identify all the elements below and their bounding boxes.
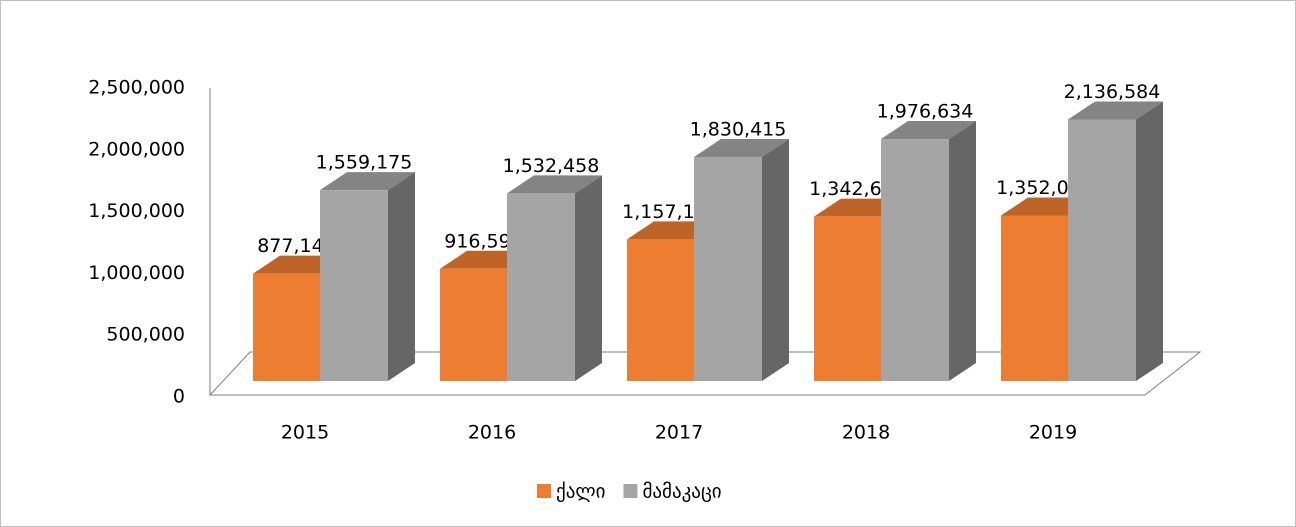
x-tick-label: 2019: [1029, 422, 1077, 444]
bar-side: [388, 172, 415, 381]
x-tick-label: 2017: [655, 422, 703, 444]
y-tick-label: 1,500,000: [88, 200, 185, 222]
bar-side: [575, 175, 602, 381]
x-tick-label: 2016: [468, 422, 516, 444]
bar-side: [949, 121, 976, 381]
bar: [320, 172, 415, 381]
bar-top: [694, 138, 789, 157]
bar-top: [881, 121, 976, 140]
bar: [1068, 101, 1163, 381]
bar-top: [1068, 101, 1163, 120]
y-tick-label: 500,000: [106, 324, 185, 346]
bar-side: [762, 138, 789, 381]
bar-front: [694, 156, 762, 381]
bar-side: [1136, 101, 1163, 381]
bar-front: [440, 268, 507, 381]
y-tick-label: 2,000,000: [88, 138, 185, 160]
data-label: 1,559,175: [316, 152, 413, 174]
bar-front: [320, 190, 388, 381]
legend-swatch: [537, 484, 551, 498]
bar: [881, 121, 976, 381]
floor: [208, 351, 1202, 396]
legend-swatch: [623, 484, 638, 498]
bar-front: [507, 193, 575, 381]
bar-front: [881, 139, 949, 381]
legend-label: მამაკაცი: [642, 481, 721, 503]
bar-top: [320, 172, 415, 191]
bar-front: [253, 273, 320, 381]
bar-front: [1068, 119, 1136, 381]
bar: [694, 138, 789, 381]
bar: [507, 175, 602, 381]
y-tick-label: 1,000,000: [88, 262, 185, 284]
data-label: 1,830,415: [690, 118, 787, 140]
x-tick-label: 2015: [281, 422, 329, 444]
y-tick-label: 2,500,000: [88, 77, 185, 99]
data-label: 1,532,458: [503, 155, 600, 177]
data-label: 1,976,634: [877, 101, 974, 123]
bar-front: [814, 216, 881, 381]
legend-label: ქალი: [556, 481, 605, 503]
x-tick-label: 2018: [842, 422, 890, 444]
bar-front: [1001, 215, 1068, 381]
data-label: 877,141: [257, 235, 336, 257]
data-label: 916,594: [444, 230, 523, 252]
y-tick-label: 0: [173, 386, 185, 408]
bar-top: [507, 175, 602, 194]
data-label: 2,136,584: [1064, 81, 1161, 103]
bar-front: [627, 239, 694, 381]
